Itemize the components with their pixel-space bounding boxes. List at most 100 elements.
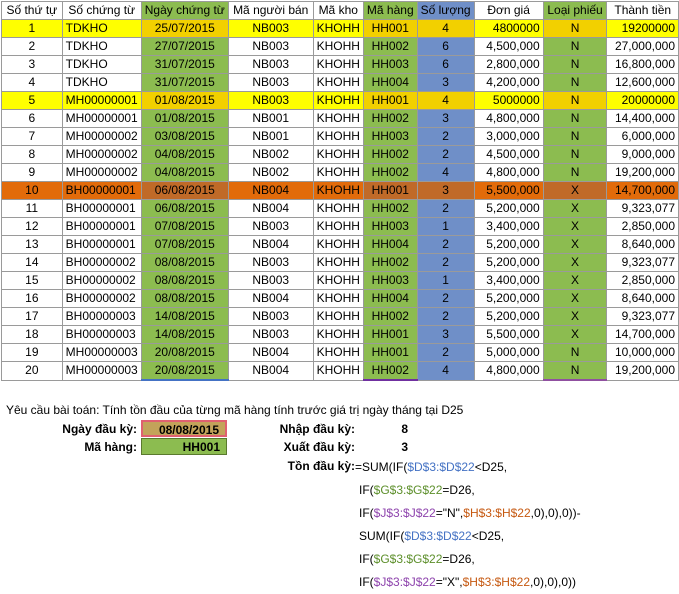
cell-item[interactable]: HH002 xyxy=(362,163,418,182)
cell-seller[interactable]: NB003 xyxy=(227,73,314,92)
cell-price[interactable]: 4,200,000 xyxy=(473,73,544,92)
cell-price[interactable]: 5,200,000 xyxy=(473,199,544,218)
cell-price[interactable]: 4800000 xyxy=(473,19,544,38)
cell-stt[interactable]: 15 xyxy=(1,271,63,290)
header-cell[interactable]: Ngày chứng từ xyxy=(140,1,229,20)
cell-doc-no[interactable]: BH00000003 xyxy=(61,325,142,344)
cell-type[interactable]: X xyxy=(542,199,608,218)
cell-item[interactable]: HH001 xyxy=(362,91,418,110)
cell-type[interactable]: N xyxy=(542,109,608,128)
cell-date[interactable]: 04/08/2015 xyxy=(140,163,229,182)
cell-seller[interactable]: NB003 xyxy=(227,325,314,344)
cell-item[interactable]: HH001 xyxy=(362,19,418,38)
cell-doc-no[interactable]: TDKHO xyxy=(61,37,142,56)
cell-qty[interactable]: 1 xyxy=(416,217,475,236)
cell-type[interactable]: N xyxy=(542,73,608,92)
cell-doc-no[interactable]: BH00000001 xyxy=(61,217,142,236)
cell-warehouse[interactable]: KHOHH xyxy=(312,37,364,56)
cell-stt[interactable]: 6 xyxy=(1,109,63,128)
cell-date[interactable]: 06/08/2015 xyxy=(140,181,229,200)
cell-qty[interactable]: 3 xyxy=(416,325,475,344)
cell-date[interactable]: 08/08/2015 xyxy=(140,289,229,308)
cell-price[interactable]: 5,200,000 xyxy=(473,253,544,272)
cell-stt[interactable]: 16 xyxy=(1,289,63,308)
cell-type[interactable]: X xyxy=(542,235,608,254)
cell-item[interactable]: HH004 xyxy=(362,289,418,308)
cell-date[interactable]: 31/07/2015 xyxy=(140,73,229,92)
cell-amount[interactable]: 9,000,000 xyxy=(606,145,679,164)
cell-stt[interactable]: 8 xyxy=(1,145,63,164)
cell-item[interactable]: HH002 xyxy=(362,253,418,272)
cell-amount[interactable]: 27,000,000 xyxy=(606,37,679,56)
cell-seller[interactable]: NB002 xyxy=(227,163,314,182)
cell-date[interactable]: 08/08/2015 xyxy=(140,253,229,272)
cell-amount[interactable]: 20000000 xyxy=(606,91,679,110)
cell-item[interactable]: HH004 xyxy=(362,73,418,92)
cell-amount[interactable]: 8,640,000 xyxy=(606,289,679,308)
cell-warehouse[interactable]: KHOHH xyxy=(312,289,364,308)
cell-warehouse[interactable]: KHOHH xyxy=(312,73,364,92)
cell-seller[interactable]: NB002 xyxy=(227,145,314,164)
cell-doc-no[interactable]: MH00000002 xyxy=(61,145,142,164)
cell-item[interactable]: HH004 xyxy=(362,235,418,254)
import-value[interactable]: 8 xyxy=(401,422,408,436)
cell-stt[interactable]: 13 xyxy=(1,235,63,254)
cell-item[interactable]: HH001 xyxy=(362,181,418,200)
cell-price[interactable]: 3,000,000 xyxy=(473,127,544,146)
cell-doc-no[interactable]: BH00000001 xyxy=(61,235,142,254)
cell-stt[interactable]: 14 xyxy=(1,253,63,272)
cell-date[interactable]: 04/08/2015 xyxy=(140,145,229,164)
header-cell[interactable]: Số chứng từ xyxy=(61,1,142,20)
cell-item[interactable]: HH003 xyxy=(362,55,418,74)
cell-price[interactable]: 3,400,000 xyxy=(473,271,544,290)
cell-stt[interactable]: 20 xyxy=(1,361,63,381)
cell-type[interactable]: X xyxy=(542,253,608,272)
cell-qty[interactable]: 2 xyxy=(416,253,475,272)
cell-doc-no[interactable]: MH00000002 xyxy=(61,163,142,182)
cell-qty[interactable]: 2 xyxy=(416,127,475,146)
cell-qty[interactable]: 4 xyxy=(416,91,475,110)
cell-type[interactable]: N xyxy=(542,127,608,146)
cell-seller[interactable]: NB004 xyxy=(227,199,314,218)
cell-doc-no[interactable]: MH00000002 xyxy=(61,127,142,146)
formula-cell[interactable]: =SUM(IF($D$3:$D$22<D25, IF($G$3:$G$22=D2… xyxy=(355,456,581,594)
header-cell[interactable]: Loại phiếu xyxy=(542,1,608,20)
cell-doc-no[interactable]: BH00000003 xyxy=(61,307,142,326)
cell-stt[interactable]: 10 xyxy=(1,181,63,200)
cell-stt[interactable]: 2 xyxy=(1,37,63,56)
cell-amount[interactable]: 8,640,000 xyxy=(606,235,679,254)
cell-date[interactable]: 07/08/2015 xyxy=(140,235,229,254)
cell-amount[interactable]: 14,700,000 xyxy=(606,181,679,200)
cell-item[interactable]: HH002 xyxy=(362,307,418,326)
cell-type[interactable]: N xyxy=(542,163,608,182)
cell-seller[interactable]: NB003 xyxy=(227,271,314,290)
cell-amount[interactable]: 14,400,000 xyxy=(606,109,679,128)
cell-qty[interactable]: 3 xyxy=(416,73,475,92)
cell-price[interactable]: 4,800,000 xyxy=(473,361,544,381)
cell-qty[interactable]: 6 xyxy=(416,37,475,56)
cell-type[interactable]: X xyxy=(542,307,608,326)
cell-price[interactable]: 5,200,000 xyxy=(473,235,544,254)
cell-date[interactable]: 25/07/2015 xyxy=(140,19,229,38)
cell-qty[interactable]: 4 xyxy=(416,163,475,182)
cell-item[interactable]: HH003 xyxy=(362,127,418,146)
cell-date[interactable]: 27/07/2015 xyxy=(140,37,229,56)
cell-amount[interactable]: 19,200,000 xyxy=(606,361,679,381)
header-cell[interactable]: Thành tiền xyxy=(606,1,679,20)
cell-amount[interactable]: 2,850,000 xyxy=(606,217,679,236)
cell-item[interactable]: HH002 xyxy=(362,199,418,218)
cell-qty[interactable]: 6 xyxy=(416,55,475,74)
cell-doc-no[interactable]: BH00000002 xyxy=(61,289,142,308)
cell-doc-no[interactable]: BH00000001 xyxy=(61,181,142,200)
cell-type[interactable]: N xyxy=(542,19,608,38)
cell-doc-no[interactable]: TDKHO xyxy=(61,73,142,92)
cell-price[interactable]: 4,500,000 xyxy=(473,145,544,164)
cell-amount[interactable]: 19200000 xyxy=(606,19,679,38)
cell-warehouse[interactable]: KHOHH xyxy=(312,361,364,381)
cell-doc-no[interactable]: MH00000003 xyxy=(61,343,142,362)
cell-price[interactable]: 4,500,000 xyxy=(473,37,544,56)
cell-price[interactable]: 5000000 xyxy=(473,91,544,110)
cell-stt[interactable]: 19 xyxy=(1,343,63,362)
cell-item[interactable]: HH002 xyxy=(362,37,418,56)
cell-seller[interactable]: NB004 xyxy=(227,361,314,381)
